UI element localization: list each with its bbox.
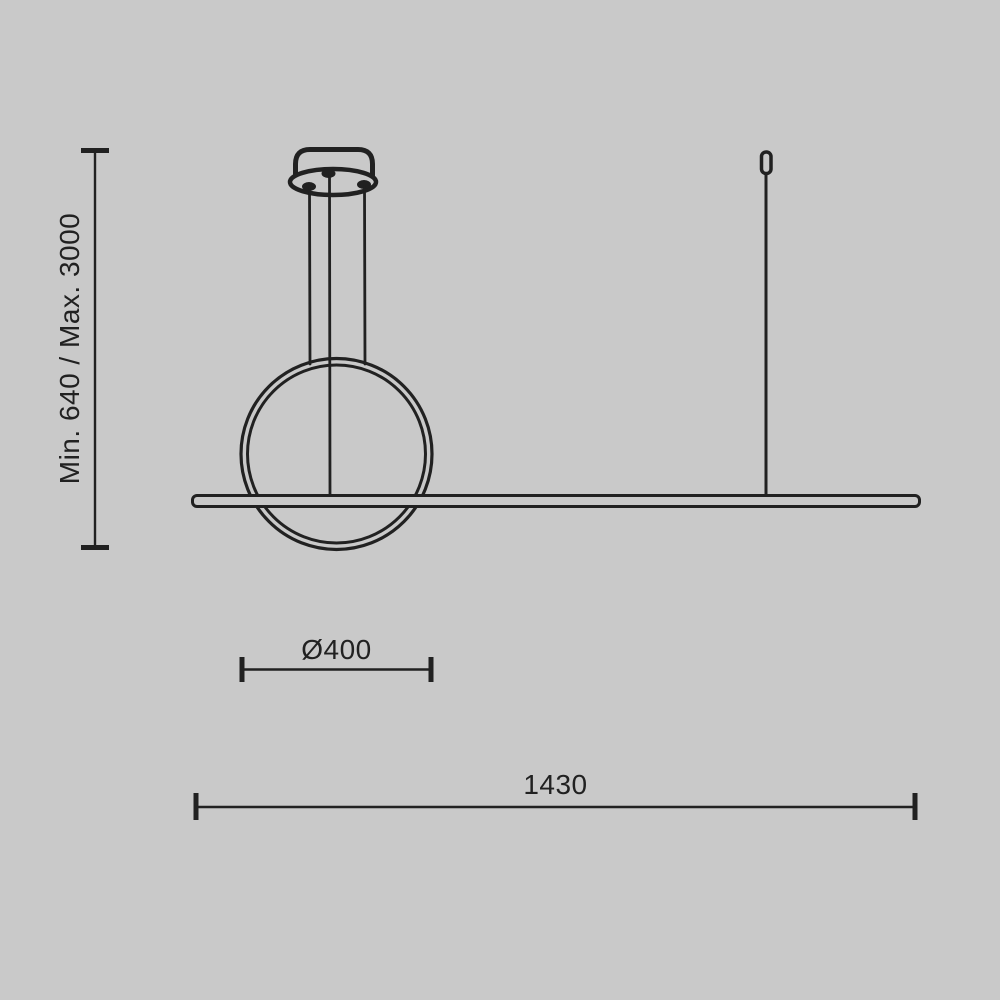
height-dimension: Min. 640 / Max. 3000 — [54, 148, 109, 550]
canopy-mount-dot-left — [302, 182, 316, 191]
suspension-wire-right — [363, 184, 367, 366]
ceiling-canopy — [287, 147, 379, 198]
width-dimension: 1430 — [193, 769, 918, 820]
suspension-wire-left — [308, 186, 312, 366]
diameter-dimension-label: Ø400 — [301, 634, 372, 665]
suspension-wires — [308, 150, 773, 499]
ring-outer-circle — [239, 356, 434, 552]
canopy-mount-dot-center — [321, 169, 336, 178]
diameter-dimension: Ø400 — [239, 634, 434, 682]
canopy-cup — [293, 147, 375, 183]
canopy-mount-dot-right — [357, 180, 371, 189]
ring-inner-circle — [246, 363, 427, 545]
width-dimension-label: 1430 — [523, 769, 587, 800]
suspension-wire-center — [328, 173, 332, 499]
linear-led-bar — [191, 494, 921, 508]
height-dimension-label: Min. 640 / Max. 3000 — [54, 213, 85, 484]
wire-end-cap — [759, 150, 773, 176]
ring-light-element — [239, 356, 434, 552]
